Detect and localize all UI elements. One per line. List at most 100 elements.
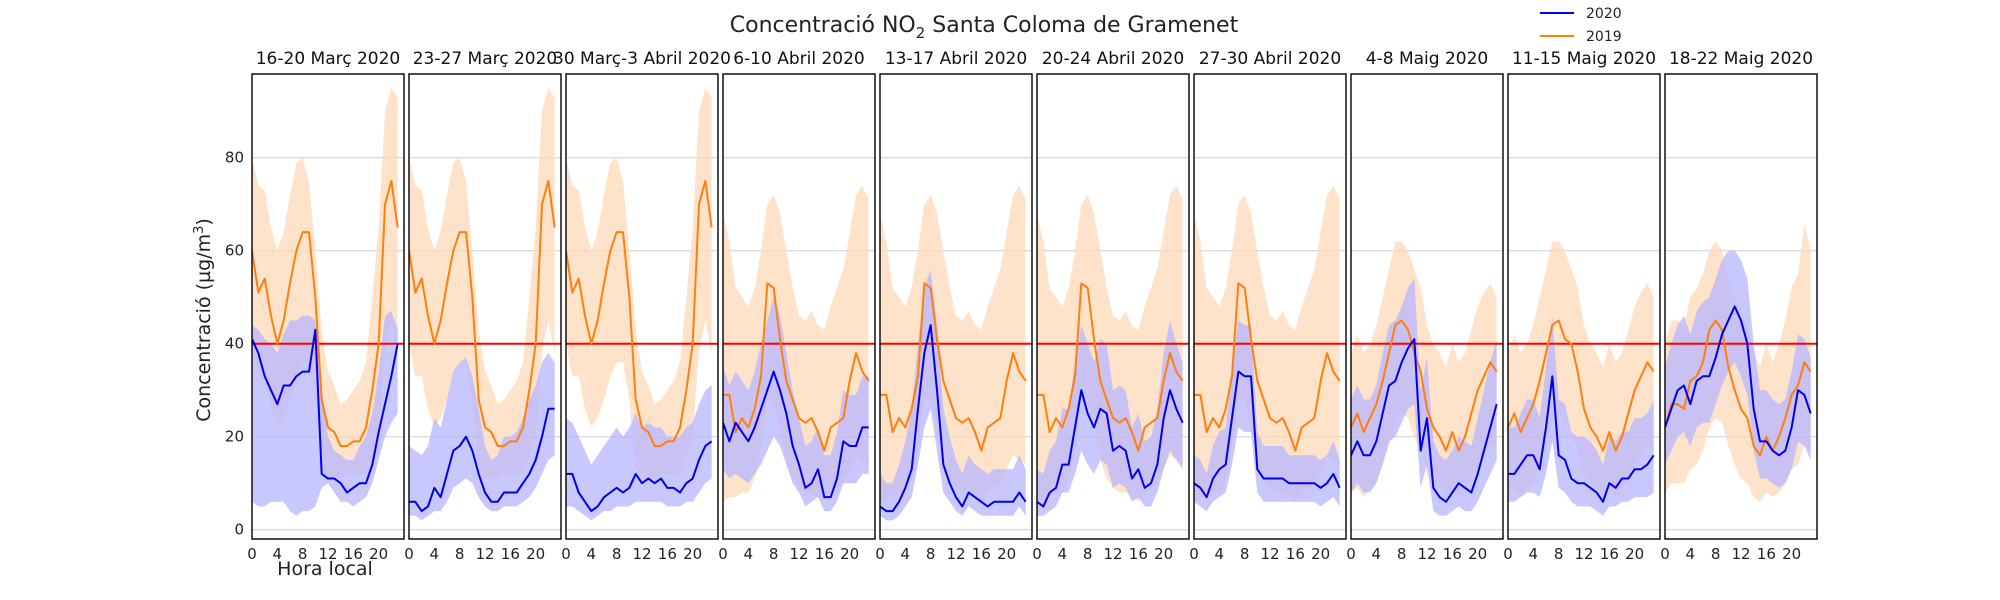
y-tick-label: 0 (234, 521, 244, 539)
x-tick-label: 8 (1711, 545, 1721, 563)
panel-frame (1036, 73, 1190, 540)
band-2020 (1037, 320, 1183, 516)
x-tick-label: 16 (501, 545, 520, 563)
panel-title: 6-10 Abril 2020 (733, 49, 865, 69)
x-tick-label: 0 (1032, 545, 1042, 563)
y-tick-label: 20 (225, 428, 244, 446)
x-tick-label: 12 (1417, 545, 1436, 563)
x-tick-label: 12 (632, 545, 651, 563)
series-2019-line (566, 179, 713, 447)
series-2020-line (880, 324, 1027, 513)
x-tick-label: 0 (1189, 545, 1199, 563)
series-2019-line (1194, 282, 1341, 452)
y-axis-label: Concentració (µg/m3) (192, 218, 215, 422)
ylabel-superscript: 3 (192, 226, 207, 234)
x-tick-label: 16 (815, 545, 834, 563)
series-2019-line (1351, 319, 1498, 452)
title-suffix: Santa Coloma de Gramenet (925, 13, 1238, 38)
series-2019-line (1665, 319, 1812, 457)
x-tick-label: 12 (475, 545, 494, 563)
x-tick-label: 4 (587, 545, 597, 563)
title-subscript: 2 (916, 24, 926, 42)
panel-title: 23-27 Març 2020 (413, 49, 558, 69)
x-tick-label: 20 (1311, 545, 1330, 563)
x-tick-label: 8 (1397, 545, 1407, 563)
x-tick-label: 16 (1757, 545, 1776, 563)
series-2020-line (409, 407, 555, 513)
y-tick-label: 60 (225, 242, 244, 260)
band-2019 (566, 87, 712, 479)
x-tick-label: 4 (430, 545, 440, 563)
series-2020-line (1665, 305, 1812, 457)
series-2019-line (723, 282, 870, 452)
panel-title: 30 Març-3 Abril 2020 (553, 49, 731, 69)
x-tick-label: 8 (1083, 545, 1093, 563)
panel-title: 13-17 Abril 2020 (885, 49, 1027, 69)
band-2020 (1508, 315, 1654, 516)
plot-area (409, 87, 561, 531)
x-tick-label: 4 (901, 545, 911, 563)
panel-title: 27-30 Abril 2020 (1199, 49, 1341, 69)
series-2019-line (880, 282, 1027, 452)
x-tick-label: 20 (683, 545, 702, 563)
x-tick-label: 20 (369, 545, 388, 563)
panel-frame (879, 73, 1033, 540)
x-tick-label: 4 (1686, 545, 1696, 563)
plot-area (1037, 157, 1189, 531)
x-tick-label: 20 (840, 545, 859, 563)
panel-title: 18-22 Maig 2020 (1669, 49, 1813, 69)
series-2019-line (1508, 319, 1655, 452)
x-tick-label: 12 (1731, 545, 1750, 563)
band-2020 (723, 297, 869, 512)
panel-title: 4-8 Maig 2020 (1366, 49, 1488, 69)
x-tick-label: 4 (1529, 545, 1539, 563)
plot-area (1665, 157, 1817, 531)
x-tick-label: 4 (1372, 545, 1382, 563)
legend: 2020 2019 (1540, 6, 1622, 45)
series-2019-line (252, 179, 399, 447)
x-tick-label: 12 (789, 545, 808, 563)
x-tick-label: 20 (997, 545, 1016, 563)
panel-frame (1507, 73, 1661, 540)
legend-label-2020: 2020 (1586, 6, 1622, 22)
ylabel-prefix: Concentració (µg/m (193, 234, 215, 422)
x-tick-label: 20 (526, 545, 545, 563)
x-tick-label: 12 (1574, 545, 1593, 563)
x-tick-label: 0 (1503, 545, 1513, 563)
panel: 23-27 Març 2020 0 4 8 12 16 20 (404, 49, 562, 563)
series-2020-line (1351, 338, 1498, 503)
x-tick-label: 4 (273, 545, 283, 563)
panel-title: 16-20 Març 2020 (256, 49, 401, 69)
x-tick-label: 20 (1625, 545, 1644, 563)
plot-area (566, 87, 718, 531)
title-prefix: Concentració NO (730, 13, 916, 38)
panel-title: 11-15 Maig 2020 (1512, 49, 1656, 69)
panel: 6-10 Abril 2020 0 4 8 12 16 20 (718, 49, 876, 563)
series-2020-line (1037, 389, 1184, 508)
band-2020 (1351, 278, 1497, 516)
panel: 13-17 Abril 2020 0 4 8 12 16 20 (875, 49, 1033, 563)
panel: 20-24 Abril 2020 0 4 8 12 16 20 (1032, 49, 1190, 563)
x-tick-label: 0 (247, 545, 257, 563)
legend-label-2019: 2019 (1586, 29, 1622, 45)
x-tick-label: 0 (718, 545, 728, 563)
x-tick-label: 20 (1782, 545, 1801, 563)
panel: 4-8 Maig 2020 0 4 8 12 16 20 (1346, 49, 1504, 563)
chart-title: Concentració NO2 Santa Coloma de Gramene… (730, 13, 1239, 42)
y-tick-label: 40 (225, 335, 244, 353)
panel-frame (1350, 73, 1504, 540)
y-tick-label: 80 (225, 149, 244, 167)
series-2020-line (252, 328, 399, 494)
plot-area (252, 87, 404, 531)
x-tick-label: 4 (1215, 545, 1225, 563)
x-tick-label: 12 (946, 545, 965, 563)
x-axis-label: Hora local (277, 558, 373, 580)
panel: 18-22 Maig 2020 0 4 8 12 16 20 (1660, 49, 1818, 563)
panel-frame (1193, 73, 1347, 540)
series-2019-line (1037, 282, 1184, 452)
x-tick-label: 20 (1154, 545, 1173, 563)
band-2020 (566, 385, 712, 521)
